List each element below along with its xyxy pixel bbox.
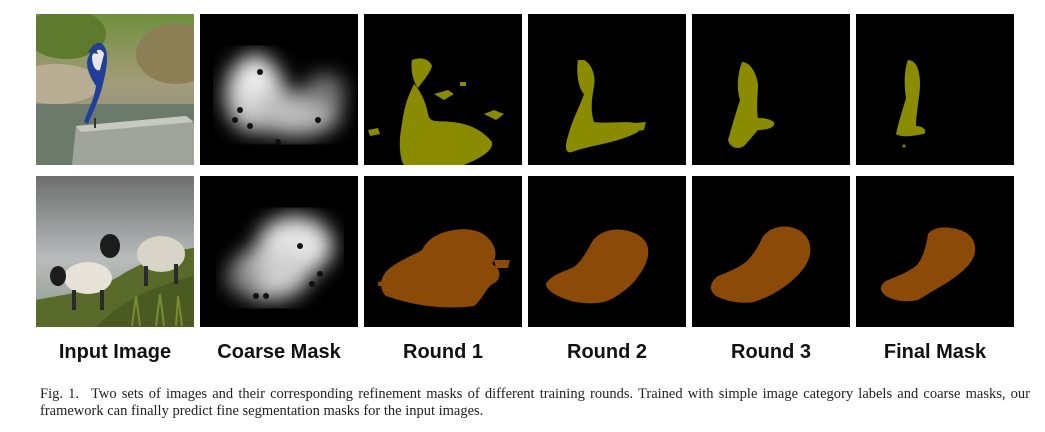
round-2-mask-sheep: [528, 176, 686, 327]
figure-caption-label: Fig. 1.: [40, 386, 80, 402]
round-1-mask-sheep: [364, 176, 522, 327]
column-label-round-3: Round 3: [731, 341, 811, 363]
column-label-input-image: Input Image: [58, 341, 172, 363]
final-mask-sheep: [856, 176, 1014, 327]
coarse-mask-bird: [200, 14, 358, 165]
round-3-mask-bird: [692, 14, 850, 165]
figure-caption-text: Two sets of images and their correspondi…: [40, 386, 1030, 419]
round-3-mask-sheep: [692, 176, 850, 327]
input-image-sheep: [36, 176, 194, 327]
round-2-mask-bird: [528, 14, 686, 165]
column-label-coarse-mask: Coarse Mask: [217, 341, 341, 363]
round-1-mask-bird: [364, 14, 522, 165]
column-label-round-1: Round 1: [403, 341, 483, 363]
input-image-bird: [36, 14, 194, 165]
coarse-mask-sheep: [200, 176, 358, 327]
column-label-final-mask: Final Mask: [883, 341, 987, 363]
final-mask-bird: [856, 14, 1014, 165]
column-label-round-2: Round 2: [567, 341, 647, 363]
figure-caption: Fig. 1. Two sets of images and their corr…: [40, 386, 1030, 420]
